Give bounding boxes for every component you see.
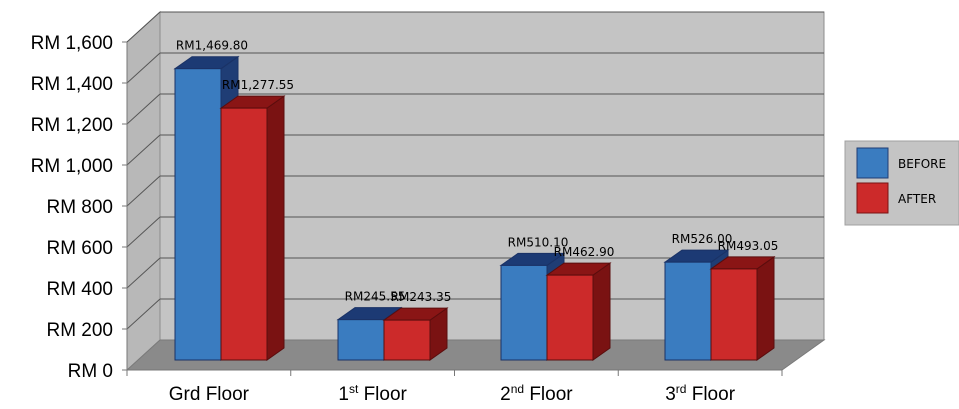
legend-label-before: BEFORE (898, 157, 946, 171)
x-axis-ticks (126, 370, 783, 376)
data-label-after: RM493.05 (718, 239, 779, 253)
data-label-before: RM245.55 (345, 290, 406, 304)
y-tick-label: RM 0 (68, 361, 113, 382)
gridline (126, 298, 161, 330)
bar-after-side (592, 262, 611, 361)
gridline (126, 175, 161, 207)
y-tick-label: RM 1,400 (31, 74, 113, 95)
y-axis-ticks: RM 0 RM 200 RM 400 RM 600 RM 800 RM 1,000 RM 1… (31, 33, 127, 382)
x-category-label: Grd Floor (169, 384, 250, 405)
bar-after (220, 107, 268, 361)
legend-swatch-after (856, 182, 889, 214)
y-tick-label: RM 1,600 (31, 33, 113, 54)
legend: BEFORE AFTER (844, 140, 959, 226)
data-label-after: RM243.35 (391, 290, 452, 304)
y-tick-label: RM 600 (46, 238, 113, 259)
bar-before (500, 264, 548, 361)
x-category-label: 3rd Floor (665, 382, 735, 405)
y-tick-label: RM 1,000 (31, 156, 113, 177)
bar-before (337, 319, 385, 361)
gridline (126, 257, 161, 289)
bar-after-side (756, 255, 775, 361)
gridline (126, 52, 161, 84)
data-label-after: RM462.90 (554, 245, 615, 259)
bar-after (710, 268, 758, 361)
gridline (126, 93, 161, 125)
legend-swatch-before (856, 147, 889, 179)
data-label-before: RM1,469.80 (176, 39, 248, 53)
category-labels: Grd Floor 1st Floor 2nd Floor 3rd Floor (169, 382, 736, 405)
bar-after (383, 319, 431, 361)
gridline (126, 134, 161, 166)
y-tick-label: RM 800 (46, 197, 113, 218)
y-tick-label: RM 400 (46, 279, 113, 300)
data-label-before: RM526.00 (672, 232, 733, 246)
bar-before (174, 68, 222, 361)
data-label-after: RM1,277.55 (222, 78, 294, 92)
x-category-label: 2nd Floor (500, 382, 573, 405)
legend-label-after: AFTER (898, 192, 936, 206)
x-category-label: 1st Floor (338, 382, 407, 405)
bar-before (664, 261, 712, 361)
bar-after (546, 274, 594, 361)
y-tick-label: RM 1,200 (31, 115, 113, 136)
gridline (126, 11, 161, 43)
gridline (126, 216, 161, 248)
bars (173, 55, 776, 361)
bar-after-side (266, 95, 285, 361)
y-tick-label: RM 200 (46, 320, 113, 341)
data-label-before: RM510.10 (508, 235, 569, 249)
